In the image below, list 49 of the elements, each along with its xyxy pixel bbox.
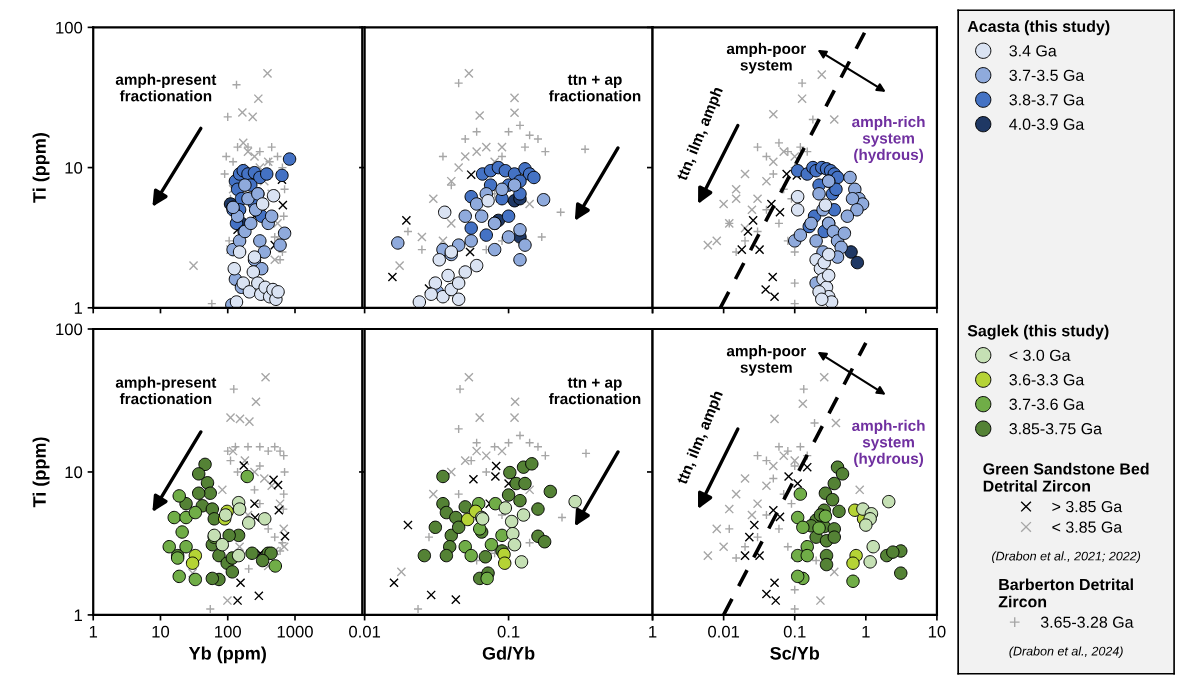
annotation: amph-present fractionation [115,376,217,405]
legend-label: 3.6-3.3 Ga [1009,374,1085,386]
annotation: amph-present fractionation [115,73,217,102]
annotation: amph-poor system [726,42,806,74]
annotation: amph-rich system (hydrous) [852,419,925,467]
x-tick-label: 0.01 [349,625,381,638]
legend-label: 3.8-3.7 Ga [1009,94,1085,106]
y-tick-label: 1 [74,609,82,621]
legend-label: 3.65-3.28 Ga [1040,616,1134,628]
x-tick-label: 1 [649,625,657,638]
y-axis-title: Ti (ppm) [32,133,50,203]
text: Barberton Detrital Zircon [998,578,1133,608]
legend-label: 3.85-3.75 Ga [1009,423,1103,435]
x-tick-label: 0.1 [497,625,520,638]
x-tick-label: 0.01 [708,625,740,638]
legend-label: 3.7-3.6 Ga [1009,398,1085,410]
x-axis-title: Gd/Yb [482,646,535,660]
x-tick-label: 10 [152,625,170,638]
annotation: ttn + ap fractionation [548,377,641,405]
annotation: amph-poor system [726,345,806,376]
text: (Drabon et al., 2021; 2022) [992,551,1141,563]
annotation: ttn, ilm, amph [675,389,726,487]
x-axis-title: Sc/Yb [770,646,820,660]
y-axis-title: Ti (ppm) [32,437,50,508]
legend-label: 3.4 Ga [1009,45,1057,57]
y-tick-label: 1 [74,302,82,314]
y-tick-label: 10 [65,161,83,174]
legend-label: < 3.0 Ga [1009,349,1071,361]
x-tick-label: 1000 [277,625,313,638]
legend-label: 4.0-3.9 Ga [1009,118,1085,130]
legend-title: Saglek (this study) [967,324,1109,340]
text: (Drabon et al., 2024) [1009,646,1123,659]
x-axis-title: Yb (ppm) [188,646,266,664]
annotation: ttn, ilm, amph [675,86,726,183]
y-tick-label: 100 [56,323,83,336]
legend-label: < 3.85 Ga [1052,521,1123,533]
x-tick-label: 10 [928,625,946,638]
legend-label: 3.7-3.5 Ga [1009,69,1085,81]
annotation: amph-rich system (hydrous) [852,115,925,164]
text: Green Sandstone Bed Detrital Zircon [983,462,1149,492]
y-tick-label: 100 [56,21,83,34]
legend-label: > 3.85 Ga [1052,500,1123,513]
x-tick-label: 1 [862,625,870,638]
x-tick-label: 0.1 [783,625,806,638]
legend-title: Acasta (this study) [967,20,1110,36]
x-tick-label: 100 [215,625,241,638]
y-tick-label: 10 [65,466,83,479]
annotation: ttn + ap fractionation [548,74,641,102]
x-tick-label: 1 [89,625,98,638]
